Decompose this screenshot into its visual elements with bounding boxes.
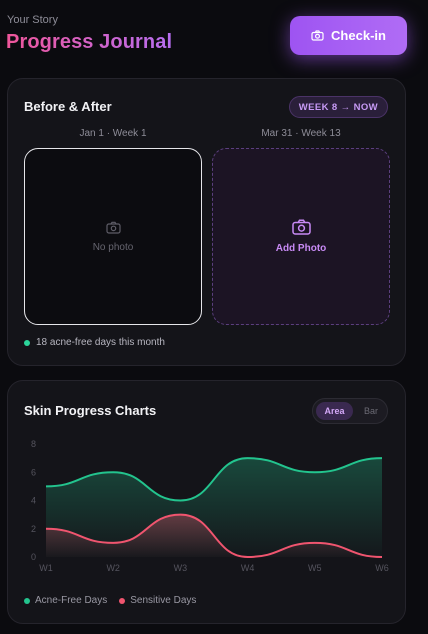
add-photo-slot[interactable]: Add Photo (212, 148, 390, 325)
range-pill[interactable]: WEEK 8 → NOW (288, 96, 388, 118)
before-after-card: Before & After WEEK 8 → NOW Jan 1 · Week… (7, 78, 406, 366)
y-tick-label: 4 (31, 496, 36, 506)
stat-dot (24, 339, 30, 346)
after-date-label: Mar 31 · Week 13 (261, 128, 341, 139)
x-tick-label: W3 (174, 563, 188, 573)
legend-dot (24, 597, 30, 604)
header: Your Story Progress Journal Check-in (0, 0, 428, 70)
acne-free-stat: 18 acne-free days this month (24, 337, 165, 348)
legend-label: Acne-Free Days (35, 595, 108, 606)
x-tick-label: W1 (39, 563, 53, 573)
camera-icon (105, 221, 121, 234)
legend-item-acne-free: Acne-Free Days (24, 595, 107, 606)
skin-progress-area-chart: 8 6 4 2 0 W1 W2 W3 W4 W5 W6 (31, 439, 389, 573)
camera-icon (311, 30, 324, 41)
y-tick-label: 8 (31, 439, 36, 449)
chart-type-toggle: Area Bar (312, 398, 388, 424)
y-tick-label: 0 (31, 552, 36, 562)
toggle-bar-option[interactable]: Bar (363, 406, 378, 416)
series-line-1 (45, 513, 383, 559)
page-title: Progress Journal (6, 31, 173, 53)
charts-title: Skin Progress Charts (24, 403, 157, 418)
series-line-0 (45, 457, 383, 502)
x-tick-label: W6 (375, 563, 389, 573)
stat-text: 18 acne-free days this month (36, 337, 165, 348)
y-tick-label: 6 (31, 467, 36, 477)
toggle-area-option[interactable]: Area (316, 402, 353, 420)
chart-legend: Acne-Free Days Sensitive Days (24, 595, 196, 606)
check-in-button[interactable]: Check-in (290, 16, 407, 55)
legend-label: Sensitive Days (130, 595, 197, 606)
add-photo-label: Add Photo (275, 243, 327, 254)
skin-progress-card: Skin Progress Charts Area Bar 8 6 4 2 0 W1 W2… (7, 380, 406, 624)
legend-dot (119, 597, 126, 604)
x-tick-label: W4 (241, 563, 255, 573)
no-photo-text: No photo (92, 241, 134, 253)
before-date-label: Jan 1 · Week 1 (79, 128, 147, 139)
check-in-label: Check-in (331, 28, 386, 43)
y-tick-label: 2 (31, 524, 36, 534)
camera-icon (291, 219, 311, 235)
series-area-0 (46, 458, 382, 557)
x-tick-label: W2 (106, 563, 120, 573)
page-eyebrow: Your Story (7, 14, 58, 26)
before-photo-slot[interactable]: No photo (24, 148, 202, 325)
before-after-title: Before & After (24, 99, 112, 114)
x-tick-label: W5 (308, 563, 322, 573)
legend-item-sensitive: Sensitive Days (119, 595, 196, 606)
